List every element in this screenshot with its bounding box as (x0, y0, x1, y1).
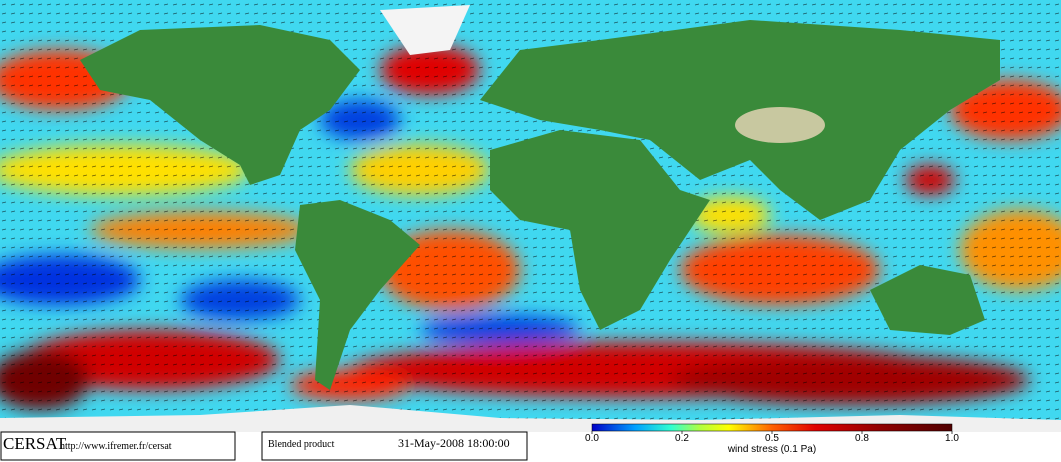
colorbar-tick-label: 1.0 (945, 433, 959, 444)
url: http://www.ifremer.fr/cersat (60, 441, 172, 452)
product-box (261, 431, 528, 461)
timestamp: 31-May-2008 18:00:00 (398, 436, 510, 450)
colorbar (591, 423, 953, 432)
logo: CERSAT (3, 434, 67, 453)
colorbar-tick-label: 0.2 (675, 433, 689, 444)
colorbar-tick-label: 0.5 (765, 433, 779, 444)
product: Blended product (268, 439, 335, 450)
logo-box (0, 431, 236, 461)
land (80, 20, 1000, 390)
colorbar-tick-label: 0.8 (855, 433, 869, 444)
colorbar-tick-label: 0.0 (585, 433, 599, 444)
colorbar-label: wind stress (0.1 Pa) (727, 444, 816, 455)
greenland (380, 5, 470, 55)
